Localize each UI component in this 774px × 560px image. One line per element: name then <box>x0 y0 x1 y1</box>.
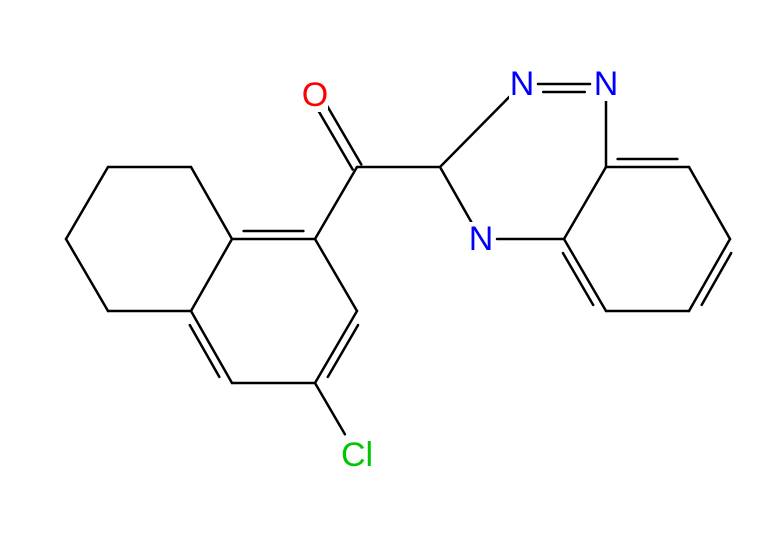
bond-line <box>191 167 232 239</box>
bond-line <box>315 167 357 239</box>
atom-n-label: N <box>594 65 619 103</box>
bond-line <box>191 311 232 383</box>
bond-line <box>66 167 108 239</box>
bond-line <box>689 167 730 239</box>
bond-line <box>66 239 108 311</box>
atom-o-label: O <box>302 76 328 114</box>
bond-line <box>315 311 357 383</box>
bond-line <box>315 383 345 434</box>
bond-line <box>315 239 357 311</box>
atom-cl-label: Cl <box>341 436 373 474</box>
bond-line <box>564 239 606 311</box>
bond-line <box>564 167 606 239</box>
atom-n-label: N <box>510 65 535 103</box>
bond-line <box>191 239 232 311</box>
atom-n-label: N <box>469 220 494 258</box>
bond-line <box>440 167 473 225</box>
bond-line <box>689 239 730 311</box>
bond-line <box>440 95 511 167</box>
molecule-canvas: O N N N Cl <box>0 0 774 560</box>
